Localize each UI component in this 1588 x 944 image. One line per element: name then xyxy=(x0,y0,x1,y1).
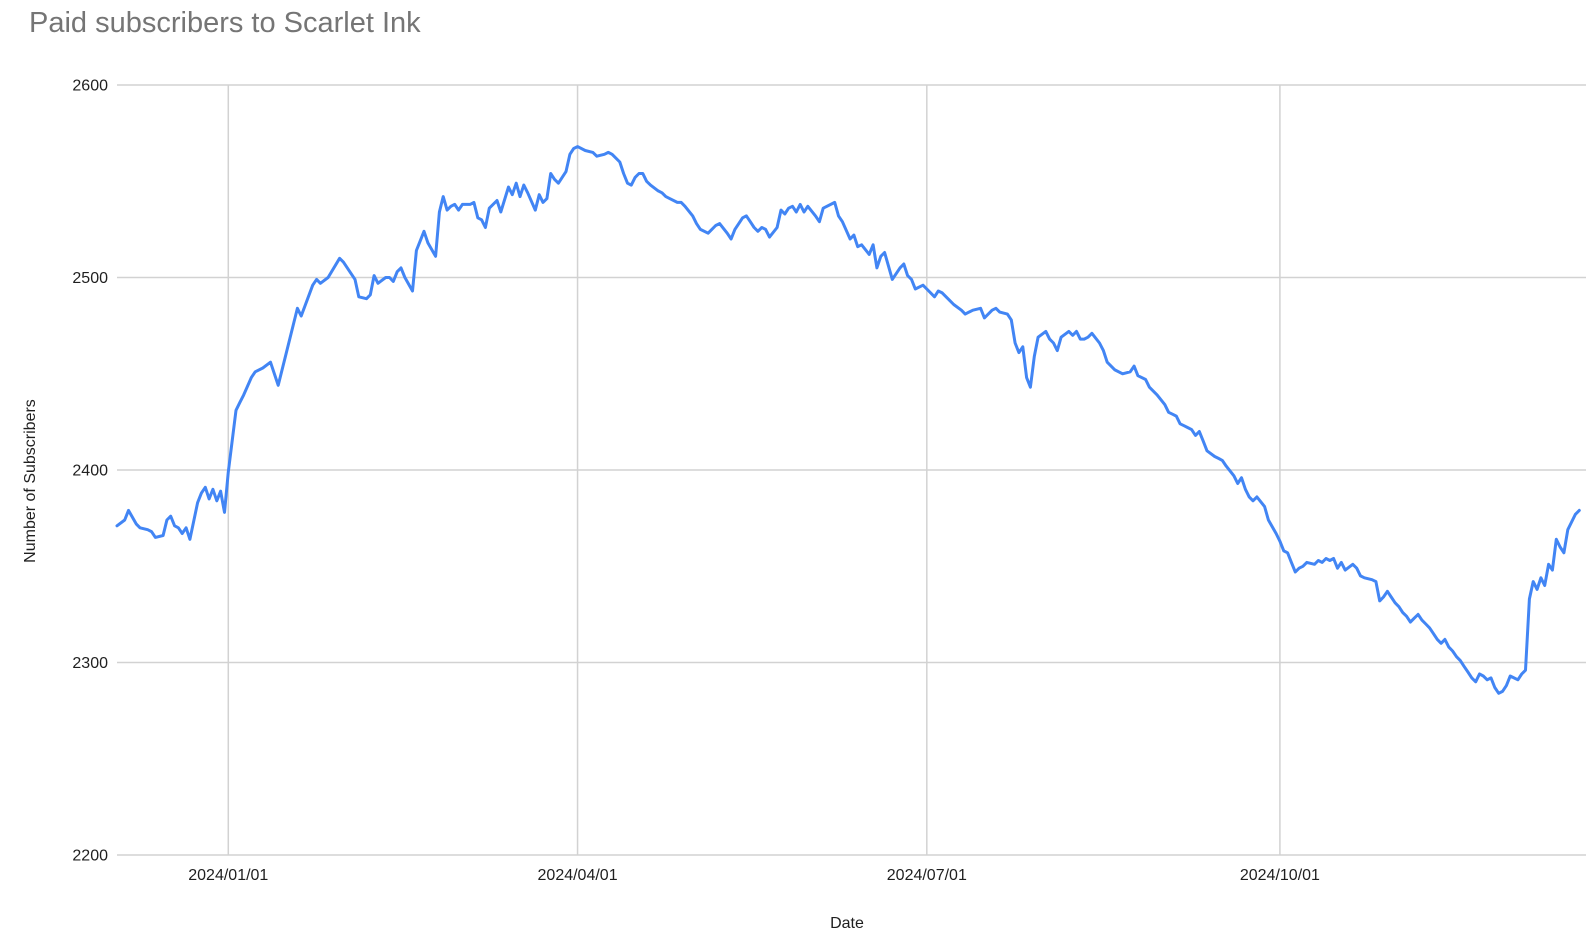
y-tick-label: 2200 xyxy=(72,848,108,865)
x-axis-tick-labels: 2024/01/01 2024/04/01 2024/07/01 2024/10/01 xyxy=(188,867,1320,884)
y-tick-label: 2300 xyxy=(72,655,108,672)
y-tick-label: 2500 xyxy=(72,270,108,287)
x-tick-label: 2024/10/01 xyxy=(1240,867,1320,884)
x-tick-label: 2024/04/01 xyxy=(538,867,618,884)
series-line xyxy=(115,145,1581,695)
y-tick-label: 2400 xyxy=(72,463,108,480)
x-tick-label: 2024/07/01 xyxy=(887,867,967,884)
y-axis-tick-labels: 2200 2300 2400 2500 2600 xyxy=(72,78,108,865)
horizontal-gridlines xyxy=(117,84,1586,856)
x-tick-label: 2024/01/01 xyxy=(188,867,268,884)
x-axis-title: Date xyxy=(830,915,864,932)
y-tick-label: 2600 xyxy=(72,78,108,95)
chart-title: Paid subscribers to Scarlet Ink xyxy=(29,7,421,39)
